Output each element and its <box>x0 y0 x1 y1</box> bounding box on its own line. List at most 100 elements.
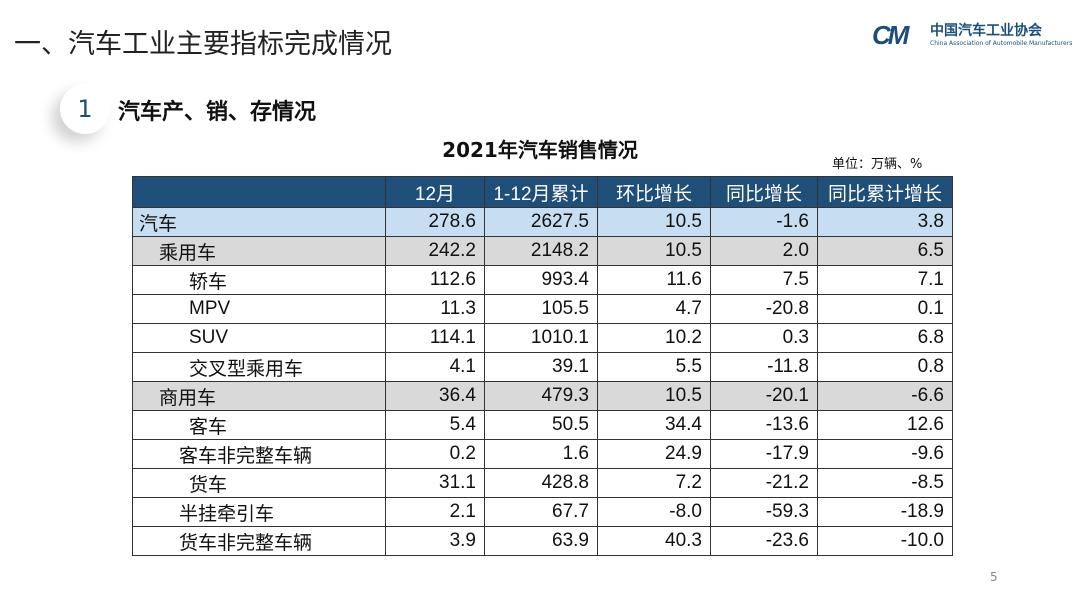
column-header: 1-12月累计 <box>484 176 598 208</box>
cell-value: -10.0 <box>817 526 953 556</box>
cell-value: 6.8 <box>817 323 953 353</box>
cell-value: 4.7 <box>597 294 711 324</box>
cell-value: 11.6 <box>597 265 711 295</box>
table-row: 客车非完整车辆 0.2 1.6 24.9 -17.9 -9.6 <box>132 439 953 469</box>
row-name: MPV <box>132 294 386 324</box>
cell-value: -9.6 <box>817 439 953 469</box>
cell-value: 5.4 <box>385 410 485 440</box>
cell-value: 105.5 <box>484 294 598 324</box>
cell-value: 34.4 <box>597 410 711 440</box>
table-header-row: 12月 1-12月累计 环比增长 同比增长 同比累计增长 <box>132 176 953 208</box>
cell-value: 112.6 <box>385 265 485 295</box>
row-name: 轿车 <box>132 265 386 295</box>
cell-value: -13.6 <box>710 410 818 440</box>
cell-value: 11.3 <box>385 294 485 324</box>
slide-title: 一、汽车工业主要指标完成情况 <box>14 29 392 60</box>
cell-value: 12.6 <box>817 410 953 440</box>
column-header: 同比增长 <box>710 176 818 208</box>
table-row: 交叉型乘用车 4.1 39.1 5.5 -11.8 0.8 <box>132 352 953 382</box>
cell-value: 31.1 <box>385 468 485 498</box>
page-number: 5 <box>990 570 998 584</box>
cell-value: 0.2 <box>385 439 485 469</box>
cell-value: 3.8 <box>817 207 953 237</box>
row-name: 客车 <box>132 410 386 440</box>
table-row: SUV 114.1 1010.1 10.2 0.3 6.8 <box>132 323 953 353</box>
section-title: 汽车产、销、存情况 <box>118 100 317 125</box>
cell-value: 63.9 <box>484 526 598 556</box>
cell-value: -8.0 <box>597 497 711 527</box>
row-name: 货车 <box>132 468 386 498</box>
table-row: 汽车 278.6 2627.5 10.5 -1.6 3.8 <box>132 207 953 237</box>
table-row: 货车 31.1 428.8 7.2 -21.2 -8.5 <box>132 468 953 498</box>
cell-value: -6.6 <box>817 381 953 411</box>
cell-value: 7.1 <box>817 265 953 295</box>
cell-value: 10.5 <box>597 236 711 266</box>
cell-value: 40.3 <box>597 526 711 556</box>
cell-value: 7.2 <box>597 468 711 498</box>
cell-value: 0.8 <box>817 352 953 382</box>
cell-value: 1.6 <box>484 439 598 469</box>
cell-value: 39.1 <box>484 352 598 382</box>
cell-value: 24.9 <box>597 439 711 469</box>
cell-value: 993.4 <box>484 265 598 295</box>
cell-value: 67.7 <box>484 497 598 527</box>
row-name: 客车非完整车辆 <box>132 439 386 469</box>
cell-value: 10.5 <box>597 207 711 237</box>
cell-value: -21.2 <box>710 468 818 498</box>
cell-value: -8.5 <box>817 468 953 498</box>
table-row: 商用车 36.4 479.3 10.5 -20.1 -6.6 <box>132 381 953 411</box>
cell-value: -17.9 <box>710 439 818 469</box>
cell-value: 2.0 <box>710 236 818 266</box>
column-header: 环比增长 <box>597 176 711 208</box>
logo-mark: CM <box>872 20 909 50</box>
row-name: 商用车 <box>132 381 386 411</box>
column-header: 12月 <box>385 176 485 208</box>
row-name: 货车非完整车辆 <box>132 526 386 556</box>
cell-value: -18.9 <box>817 497 953 527</box>
row-name: 汽车 <box>132 207 386 237</box>
logo-name-en: China Association of Automobile Manufact… <box>930 40 1073 47</box>
cell-value: 36.4 <box>385 381 485 411</box>
cell-value: 7.5 <box>710 265 818 295</box>
cell-value: -20.8 <box>710 294 818 324</box>
cell-value: -59.3 <box>710 497 818 527</box>
cell-value: 0.3 <box>710 323 818 353</box>
cell-value: 242.2 <box>385 236 485 266</box>
cell-value: 10.2 <box>597 323 711 353</box>
sales-table: 12月 1-12月累计 环比增长 同比增长 同比累计增长 汽车 278.6 2627.5 10… <box>132 176 953 556</box>
cell-value: 114.1 <box>385 323 485 353</box>
table-row: 客车 5.4 50.5 34.4 -13.6 12.6 <box>132 410 953 440</box>
cell-value: 5.5 <box>597 352 711 382</box>
cell-value: -23.6 <box>710 526 818 556</box>
cell-value: -11.8 <box>710 352 818 382</box>
row-name: SUV <box>132 323 386 353</box>
cell-value: 1010.1 <box>484 323 598 353</box>
cell-value: 2.1 <box>385 497 485 527</box>
column-header <box>132 176 386 208</box>
unit-label: 单位：万辆、% <box>832 157 923 172</box>
caam-logo: CM 中国汽车工业协会 China Association of Automob… <box>872 18 1072 54</box>
cell-value: 2627.5 <box>484 207 598 237</box>
row-name: 交叉型乘用车 <box>132 352 386 382</box>
table-row: 半挂牵引车 2.1 67.7 -8.0 -59.3 -18.9 <box>132 497 953 527</box>
cell-value: 3.9 <box>385 526 485 556</box>
section-number-badge: 1 <box>60 84 110 134</box>
cell-value: 0.1 <box>817 294 953 324</box>
cell-value: 278.6 <box>385 207 485 237</box>
cell-value: -20.1 <box>710 381 818 411</box>
cell-value: 4.1 <box>385 352 485 382</box>
table-row: 货车非完整车辆 3.9 63.9 40.3 -23.6 -10.0 <box>132 526 953 556</box>
cell-value: 428.8 <box>484 468 598 498</box>
cell-value: 2148.2 <box>484 236 598 266</box>
cell-value: 10.5 <box>597 381 711 411</box>
cell-value: 6.5 <box>817 236 953 266</box>
cell-value: 479.3 <box>484 381 598 411</box>
row-name: 半挂牵引车 <box>132 497 386 527</box>
table-row: 轿车 112.6 993.4 11.6 7.5 7.1 <box>132 265 953 295</box>
table-title: 2021年汽车销售情况 <box>442 138 638 162</box>
table-row: MPV 11.3 105.5 4.7 -20.8 0.1 <box>132 294 953 324</box>
row-name: 乘用车 <box>132 236 386 266</box>
column-header: 同比累计增长 <box>817 176 953 208</box>
logo-name-cn: 中国汽车工业协会 <box>930 23 1042 39</box>
cell-value: -1.6 <box>710 207 818 237</box>
